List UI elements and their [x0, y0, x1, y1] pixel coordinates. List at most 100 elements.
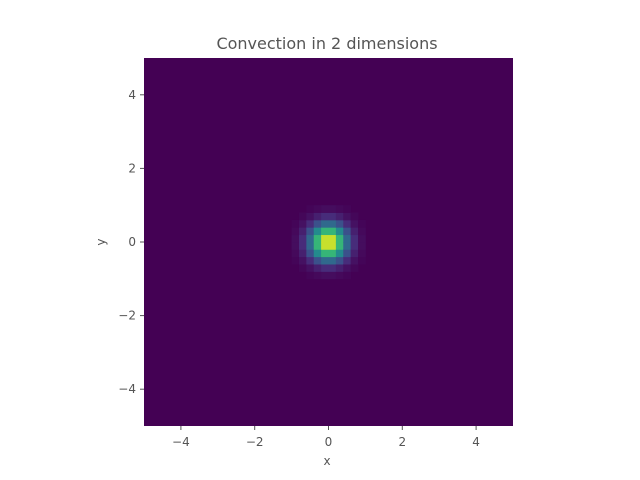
heatmap-cell [343, 264, 352, 272]
heatmap-cell [313, 242, 322, 250]
heatmap-cell [335, 256, 344, 265]
heatmap-cell [298, 219, 307, 228]
heatmap-cell [306, 205, 315, 213]
heatmap-cell [298, 227, 307, 236]
heatmap-cell [358, 234, 366, 243]
heatmap-cell [335, 271, 344, 280]
heatmap-cell [343, 205, 352, 213]
y-tick-label: −4 [118, 382, 136, 396]
heatmap-cell [313, 271, 322, 280]
heatmap-cell [291, 249, 300, 258]
heatmap-cell [313, 227, 322, 236]
heatmap-cell [321, 219, 329, 228]
heatmap-cell [321, 264, 329, 272]
heatmap-cell [350, 256, 359, 265]
heatmap-cell [321, 205, 329, 213]
heatmap-cell [343, 271, 352, 280]
chart-title: Convection in 2 dimensions [216, 34, 437, 53]
heatmap-cell [335, 234, 344, 243]
heatmap-cell [350, 242, 359, 250]
heatmap-cell [328, 264, 337, 272]
heatmap-cell [321, 271, 329, 280]
heatmap-cell [335, 205, 344, 213]
heatmap-cell [291, 219, 300, 228]
heatmap-cell [343, 219, 352, 228]
heatmap-cell [306, 242, 315, 250]
heatmap-cell [343, 242, 352, 250]
heatmap-cell [306, 256, 315, 265]
heatmap-cell [335, 249, 344, 258]
heatmap-cell [328, 271, 337, 280]
x-tick-label: −4 [172, 435, 190, 449]
y-axis-ticks: −4 −2 0 2 4 [118, 88, 144, 396]
heatmap-cell [306, 264, 315, 272]
heatmap-cell [306, 249, 315, 258]
heatmap-cell [328, 242, 337, 250]
heatmap-cell [298, 234, 307, 243]
heatmap-cell [306, 212, 315, 221]
heatmap-cell [313, 264, 322, 272]
heatmap-cell [313, 234, 322, 243]
heatmap-cell [321, 242, 329, 250]
x-tick-label: 4 [472, 435, 480, 449]
heatmap-cell [335, 227, 344, 236]
heatmap-layer [144, 58, 513, 426]
heatmap-cell [328, 219, 337, 228]
heatmap-cell [313, 212, 322, 221]
x-tick-label: 0 [325, 435, 333, 449]
heatmap-cell [358, 256, 366, 265]
heatmap-cell [291, 256, 300, 265]
heatmap-cell [298, 242, 307, 250]
y-tick-label: −2 [118, 309, 136, 323]
y-tick-label: 0 [128, 235, 136, 249]
heatmap-cell [350, 264, 359, 272]
heatmap-cell [291, 242, 300, 250]
heatmap-cell [343, 227, 352, 236]
heatmap-cell [298, 256, 307, 265]
heatmap-cell [358, 249, 366, 258]
heatmap-cell [313, 256, 322, 265]
heatmap-cell [313, 219, 322, 228]
heatmap-cell [328, 205, 337, 213]
heatmap-cell [291, 227, 300, 236]
x-tick-label: −2 [246, 435, 264, 449]
heatmap-cell [313, 205, 322, 213]
heatmap-cell [350, 227, 359, 236]
heatmap-cell [328, 249, 337, 258]
heatmap-cell [335, 242, 344, 250]
heatmap-cell [321, 227, 329, 236]
y-tick-label: 4 [128, 88, 136, 102]
heatmap-cell [306, 234, 315, 243]
x-axis-label: x [323, 454, 330, 468]
heatmap-cell [350, 212, 359, 221]
heatmap-cell [350, 249, 359, 258]
heatmap-cell [343, 234, 352, 243]
heatmap-cell [306, 219, 315, 228]
heatmap-cell [358, 242, 366, 250]
heatmap-cell [328, 227, 337, 236]
heatmap-cell [321, 249, 329, 258]
heatmap-cell [358, 219, 366, 228]
heatmap-cell [313, 249, 322, 258]
heatmap-cell [298, 212, 307, 221]
heatmap-cell [335, 264, 344, 272]
heatmap-cell [321, 212, 329, 221]
heatmap-cell [306, 227, 315, 236]
heatmap-cell [343, 249, 352, 258]
y-axis-label: y [94, 238, 108, 245]
heatmap-cell [343, 256, 352, 265]
heatmap-cell [335, 219, 344, 228]
heatmap-cell [358, 227, 366, 236]
heatmap-cell [328, 256, 337, 265]
x-tick-label: 2 [398, 435, 406, 449]
heatmap-cell [321, 256, 329, 265]
x-axis-ticks: −4 −2 0 2 4 [172, 426, 480, 449]
heatmap-cell [335, 212, 344, 221]
heatmap-cell [298, 249, 307, 258]
heatmap-cell [328, 212, 337, 221]
y-tick-label: 2 [128, 161, 136, 175]
heatmap-cell [306, 271, 315, 280]
heatmap-cell [350, 219, 359, 228]
